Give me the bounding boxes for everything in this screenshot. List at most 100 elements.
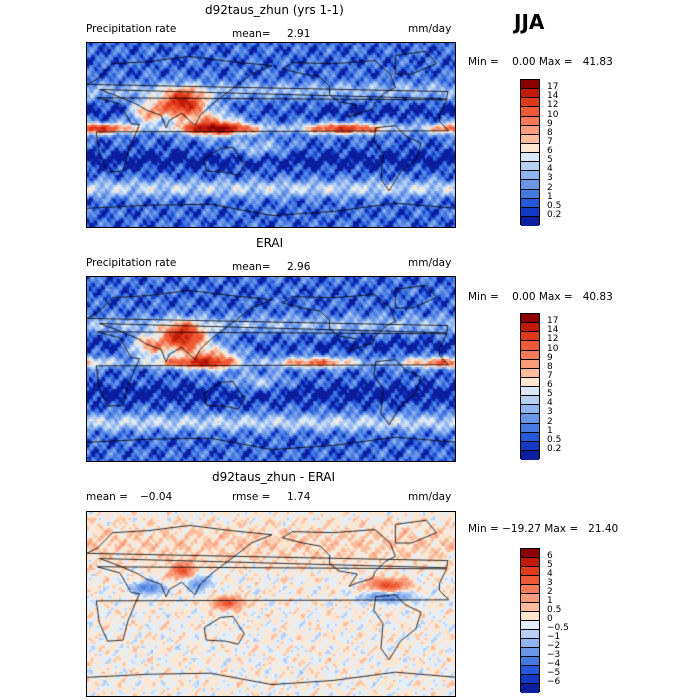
colorbar-swatch xyxy=(521,216,539,226)
colorbar-swatch xyxy=(521,180,539,190)
colorbar-swatch xyxy=(521,189,539,199)
colorbar-swatch xyxy=(521,80,539,90)
colorbar-tick-label: 2 xyxy=(547,587,553,597)
colorbar-tick-label: 5 xyxy=(547,560,553,570)
colorbar-swatch xyxy=(521,89,539,99)
panel2-mean-label: mean= xyxy=(232,261,271,273)
colorbar-swatch xyxy=(521,107,539,117)
colorbar-tick-label: 9 xyxy=(547,118,553,129)
colorbar-tick-label: 0 xyxy=(547,614,553,624)
colorbar-swatch xyxy=(521,621,539,630)
colorbar-swatch xyxy=(521,648,539,657)
colorbar-tick-label: −1 xyxy=(547,632,561,642)
colorbar-swatch xyxy=(521,171,539,181)
colorbar-tick-label: 3 xyxy=(547,578,553,588)
panel3-minmax: Min = −19.27 Max = 21.40 xyxy=(468,523,619,535)
panel3-unit: mm/day xyxy=(408,491,452,503)
colorbar-tick-label: −5 xyxy=(547,668,561,678)
colorbar-tick-label: 0.5 xyxy=(547,434,562,445)
colorbar-tick-label: −0.5 xyxy=(547,623,569,633)
colorbar-swatch xyxy=(521,387,539,397)
colorbar-tick-label: 0.2 xyxy=(547,209,562,220)
colorbar-tick-label: 8 xyxy=(547,361,553,372)
colorbar-swatch xyxy=(521,414,539,424)
panel1-minmax: Min = 0.00 Max = 41.83 xyxy=(468,56,613,68)
panel1-precip-map xyxy=(86,42,456,228)
colorbar-swatch xyxy=(521,314,539,324)
colorbar-tick-label: 0.5 xyxy=(547,605,562,615)
colorbar-tick-label: −4 xyxy=(547,659,561,669)
panel3-diff-map xyxy=(86,511,456,697)
colorbar-swatch xyxy=(521,359,539,369)
colorbar-swatch xyxy=(521,639,539,648)
colorbar-tick-label: −2 xyxy=(547,641,561,651)
colorbar-tick-label: 4 xyxy=(547,164,553,175)
colorbar-swatch xyxy=(521,143,539,153)
panel2-mean-value: 2.96 xyxy=(287,261,311,273)
colorbar-swatch xyxy=(521,396,539,406)
colorbar-tick-label: 5 xyxy=(547,389,553,400)
panel3-mean-label: mean = xyxy=(86,491,128,503)
colorbar-swatch xyxy=(521,675,539,684)
colorbar-tick-label: 1 xyxy=(547,191,553,202)
colorbar-swatch xyxy=(521,684,539,693)
colorbar-tick-label: 7 xyxy=(547,370,553,381)
colorbar-swatch xyxy=(521,162,539,172)
colorbar-swatch xyxy=(521,630,539,639)
panel3-colorbar xyxy=(520,548,540,693)
panel3-rmse-label: rmse = xyxy=(232,491,271,503)
colorbar-swatch xyxy=(521,125,539,135)
colorbar-swatch xyxy=(521,134,539,144)
colorbar-tick-label: 6 xyxy=(547,146,553,156)
colorbar-tick-label: 5 xyxy=(547,155,553,166)
colorbar-swatch xyxy=(521,207,539,217)
colorbar-tick-label: 12 xyxy=(547,334,559,345)
colorbar-swatch xyxy=(521,423,539,433)
colorbar-swatch xyxy=(521,657,539,666)
colorbar-swatch xyxy=(521,666,539,675)
colorbar-swatch xyxy=(521,558,539,567)
colorbar-tick-label: 3 xyxy=(547,173,553,184)
colorbar-swatch xyxy=(521,323,539,333)
panel3-title: d92taus_zhun - ERAI xyxy=(212,470,336,484)
colorbar-tick-label: 4 xyxy=(547,569,553,579)
panel1-colorbar xyxy=(520,79,540,226)
colorbar-tick-label: 6 xyxy=(547,380,553,390)
colorbar-swatch xyxy=(521,98,539,108)
colorbar-tick-label: 4 xyxy=(547,398,553,409)
panel2-precip-map xyxy=(86,276,456,462)
colorbar-tick-label: 10 xyxy=(547,109,559,120)
colorbar-tick-label: 0.5 xyxy=(547,200,562,211)
colorbar-swatch xyxy=(521,350,539,360)
colorbar-tick-label: 1 xyxy=(547,596,553,606)
colorbar-swatch xyxy=(521,549,539,558)
colorbar-tick-label: 17 xyxy=(547,316,559,327)
colorbar-tick-label: 9 xyxy=(547,352,553,363)
colorbar-swatch xyxy=(521,594,539,603)
colorbar-swatch xyxy=(521,332,539,342)
colorbar-swatch xyxy=(521,377,539,387)
colorbar-swatch xyxy=(521,567,539,576)
panel1-unit: mm/day xyxy=(408,23,452,35)
panel2-variable-label: Precipitation rate xyxy=(86,257,177,269)
difference-field xyxy=(87,512,455,696)
colorbar-swatch xyxy=(521,116,539,126)
colorbar-tick-label: −3 xyxy=(547,650,561,660)
colorbar-swatch xyxy=(521,405,539,415)
colorbar-swatch xyxy=(521,603,539,612)
panel3-mean-value: −0.04 xyxy=(140,491,173,503)
colorbar-tick-label: 17 xyxy=(547,82,559,93)
colorbar-swatch xyxy=(521,585,539,594)
colorbar-tick-label: 12 xyxy=(547,100,559,111)
colorbar-swatch xyxy=(521,612,539,621)
colorbar-swatch xyxy=(521,441,539,451)
panel1-mean-value: 2.91 xyxy=(287,28,311,40)
panel2-unit: mm/day xyxy=(408,257,452,269)
colorbar-swatch xyxy=(521,198,539,208)
panel1-title: d92taus_zhun (yrs 1-1) xyxy=(205,3,344,17)
colorbar-tick-label: 14 xyxy=(547,325,559,336)
panel3-rmse-value: 1.74 xyxy=(287,491,311,503)
colorbar-tick-label: −6 xyxy=(547,677,561,687)
colorbar-swatch xyxy=(521,341,539,351)
colorbar-tick-label: 10 xyxy=(547,343,559,354)
